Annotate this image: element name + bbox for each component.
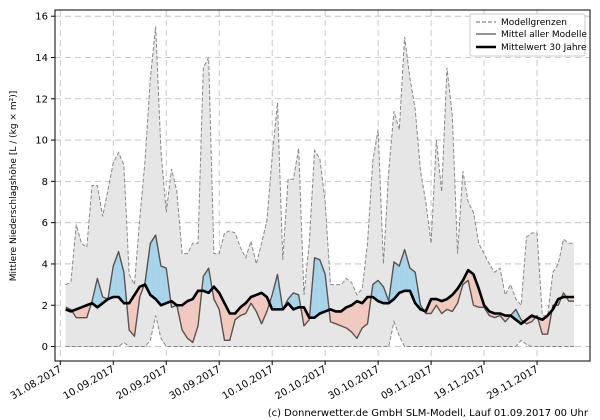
credit-text: (c) Donnerwetter.de GmbH SLM-Modell, Lau… [268,408,589,419]
y-tick-label-6: 12 [35,94,48,105]
anomaly-fill-22 [182,301,188,339]
model-range-band [65,26,575,347]
anomaly-fill-58 [372,280,379,302]
y-axis-unit: [L / (kg × m²)] [9,91,19,155]
anomaly-fill-37 [261,292,267,324]
anomaly-fill-51 [335,311,342,326]
anomaly-fill-10 [118,251,124,304]
x-tick-label-7: 09.11.2017 [379,364,434,402]
anomaly-fill-70 [436,299,442,314]
anomaly-fill-62 [394,261,400,300]
legend: Modellgrenzen Mittel aller Modelle Mitte… [469,13,587,57]
x-tick-label-0: 31.08.2017 [9,364,64,402]
anomaly-fill-36 [256,292,262,324]
y-tick-label-2: 4 [42,259,48,270]
anomaly-fill-54 [351,301,357,339]
plot-frame [54,9,591,362]
model-upper-bound-line [65,26,575,317]
anomaly-fill-33 [240,303,246,316]
anomaly-fill-50 [330,309,336,324]
anomaly-fill-56 [362,296,368,328]
legend-label-mittelwert-30: Mittelwert 30 Jahre [501,43,587,53]
anomaly-fill-42 [288,292,294,310]
y-axis-ticks: 0 2 4 6 8 10 12 14 16 [35,12,55,353]
climatology-30yr-line [65,268,575,326]
anomaly-fill-47 [314,257,320,318]
y-tick-label-4: 8 [42,177,48,188]
series-layer [65,26,575,348]
y-tick-label-0: 0 [42,342,48,353]
x-tick-label-4: 10.10.2017 [221,364,276,402]
x-tick-label-9: 29.11.2017 [485,364,540,402]
anomaly-fill-23 [187,299,193,343]
ensemble-mean-line [65,234,575,344]
anomaly-fill-63 [399,249,405,293]
x-tick-label-6: 30.10.2017 [327,364,382,402]
anomaly-fill-39 [272,274,278,310]
anomaly-fill-16 [150,235,156,300]
anomaly-fill-35 [250,294,257,312]
x-tick-label-3: 30.09.2017 [168,364,223,402]
model-lower-bound-line [65,315,575,348]
anomaly-fill-53 [346,305,352,333]
x-tick-label-8: 19.11.2017 [432,364,487,402]
y-tick-label-7: 14 [35,53,48,64]
y-tick-label-8: 16 [35,12,48,23]
anomaly-fill-64 [404,249,410,291]
y-tick-label-3: 6 [42,218,48,229]
anomaly-fill-77 [473,274,479,308]
legend-box [469,13,586,57]
anomaly-fill-6 [97,278,103,308]
y-axis-label-text: Mittlere Niederschlagshöhe [9,158,19,282]
x-tick-label-5: 20.10.2017 [274,364,329,402]
anomaly-fill-43 [293,292,299,310]
anomaly-fill-55 [356,301,363,339]
y-axis-label: Mittlere Niederschlagshöhe [L / (kg × m²… [9,91,19,281]
y-tick-label-1: 2 [42,301,48,312]
anomaly-fill-52 [341,307,347,328]
legend-label-modellgrenzen: Modellgrenzen [501,18,567,28]
anomaly-fill-17 [155,235,161,306]
x-tick-label-1: 10.09.2017 [62,364,117,402]
anomaly-fill-34 [245,296,251,314]
anomaly-fill-26 [203,268,209,293]
x-tick-label-2: 20.09.2017 [115,364,170,402]
y-tick-label-5: 10 [35,136,48,147]
anomaly-fill-48 [319,259,326,314]
anomaly-fill-65 [409,268,416,304]
x-axis-ticks: 31.08.201710.09.201720.09.201730.09.2017… [9,361,541,402]
anomaly-fill-12 [129,294,135,337]
anomaly-fill-3 [81,305,87,318]
legend-label-mittel-modelle: Mittel aller Modelle [501,30,587,40]
anomaly-fill-18 [160,266,167,306]
anomaly-fill-69 [431,299,437,314]
